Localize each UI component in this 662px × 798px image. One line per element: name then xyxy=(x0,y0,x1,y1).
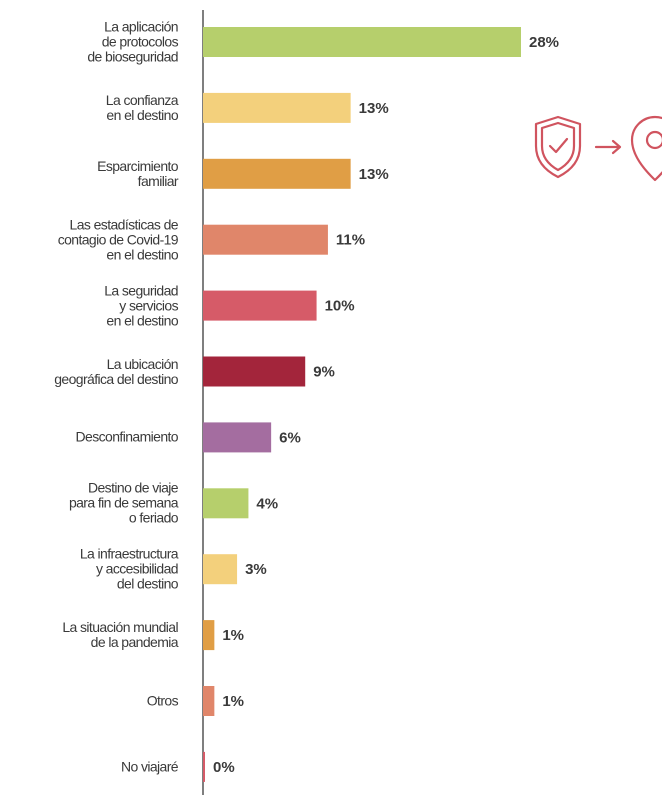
category-label: Destino de viaje para fin de semana o fe… xyxy=(68,479,179,526)
value-label: 28% xyxy=(529,34,559,51)
value-label: 1% xyxy=(222,693,244,710)
category-label: La ubicación geográfica del destino xyxy=(54,355,178,387)
bar xyxy=(203,488,249,519)
value-label: 6% xyxy=(279,429,301,446)
category-label: La infraestructura y accesibilidad del d… xyxy=(79,545,179,592)
category-label: Desconfinamiento xyxy=(75,428,179,445)
value-label: 3% xyxy=(245,561,267,578)
value-label: 13% xyxy=(359,166,389,183)
value-label: 10% xyxy=(325,298,355,315)
value-label: 4% xyxy=(256,495,278,512)
bar xyxy=(203,224,328,255)
bar xyxy=(203,92,351,123)
bar xyxy=(203,27,521,57)
bar xyxy=(203,158,351,189)
icon xyxy=(534,115,662,182)
bar xyxy=(203,290,317,321)
value-label: 0% xyxy=(213,759,235,776)
value-label: 9% xyxy=(313,363,335,380)
category-label: La seguridad y servicios en el destino xyxy=(104,282,178,329)
category-label: Esparcimiento familiar xyxy=(97,157,179,189)
bar xyxy=(203,686,215,716)
value-label: 13% xyxy=(359,100,389,117)
category-label: Las estadísticas de contagio de Covid-19… xyxy=(57,216,179,263)
category-label: La aplicación de protocolos de bioseguri… xyxy=(87,18,178,65)
bar xyxy=(203,356,306,387)
bar xyxy=(203,422,272,453)
value-label: 1% xyxy=(222,627,244,644)
value-label: 11% xyxy=(336,232,365,249)
bar xyxy=(203,620,215,651)
bar xyxy=(203,751,205,782)
category-label: No viajaré xyxy=(120,758,179,775)
category-label: La situación mundial de la pandemia xyxy=(62,619,178,651)
category-label: Otros xyxy=(146,692,179,709)
category-label: La confianza en el destino xyxy=(105,91,179,123)
bar xyxy=(203,554,238,585)
